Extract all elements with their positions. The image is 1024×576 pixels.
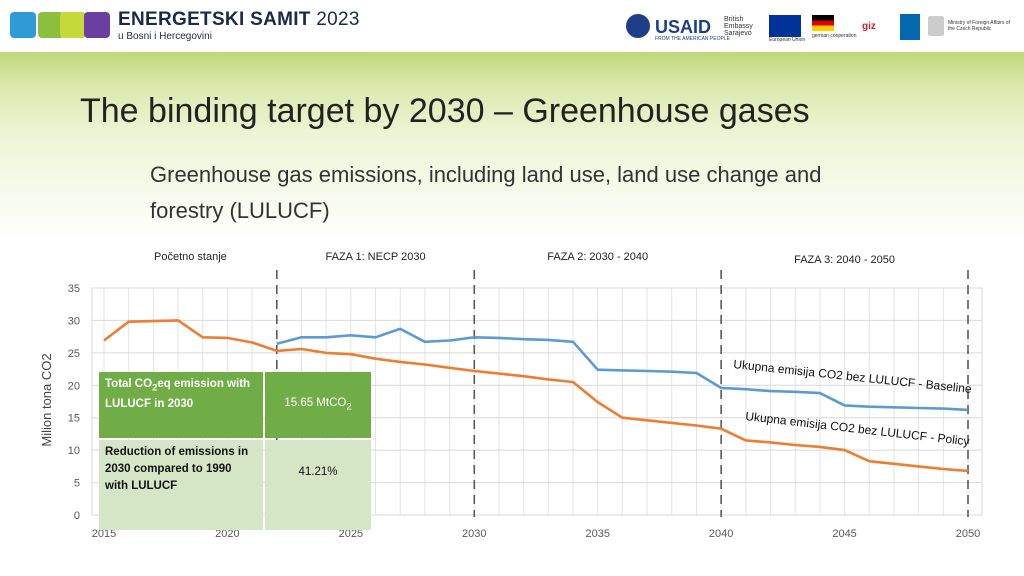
brand-subtitle: u Bosni i Hercegovini xyxy=(118,31,212,42)
series-line xyxy=(103,319,969,473)
x-tick-label: 2045 xyxy=(832,528,856,540)
series-line xyxy=(276,327,969,412)
british-embassy-logo: British Embassy Sarajevo xyxy=(724,15,753,37)
usaid-tagline: FROM THE AMERICAN PEOPLE xyxy=(655,36,730,42)
y-axis-label: Milion tona CO2 xyxy=(39,353,54,446)
logo-leaf-icon xyxy=(60,12,86,38)
phase-label: FAZA 3: 2040 - 2050 xyxy=(794,254,895,266)
brand-title: ENERGETSKI SAMIT 2023 xyxy=(118,9,360,30)
y-tick-label: 30 xyxy=(68,315,80,327)
y-tick-label: 0 xyxy=(74,510,80,522)
phase-label: Početno stanje xyxy=(154,251,227,263)
german-cooperation-label: german cooperation xyxy=(812,33,857,39)
x-tick-label: 2030 xyxy=(462,528,486,540)
y-tick-label: 25 xyxy=(68,348,80,360)
usaid-seal-icon xyxy=(626,14,650,38)
phase-labels: Početno stanje FAZA 1: NECP 2030 FAZA 2: 2… xyxy=(154,251,895,266)
undp-logo-icon xyxy=(900,14,920,40)
page-title: The binding target by 2030 – Greenhouse … xyxy=(80,92,810,130)
reduction-label: Reduction of emissions in 2030 compared … xyxy=(99,440,263,530)
phase-label: FAZA 1: NECP 2030 xyxy=(326,251,426,263)
y-tick-label: 10 xyxy=(68,445,80,457)
eu-flag-icon xyxy=(769,15,801,37)
reduction-value: 41.21% xyxy=(265,440,371,530)
x-tick-label: 2050 xyxy=(956,528,980,540)
summary-table: Total CO2eq emission with LULUCF in 2030… xyxy=(97,370,373,532)
x-tick-label: 2020 xyxy=(215,528,239,540)
czech-emblem-icon xyxy=(928,16,944,36)
total-emission-value: 15.65 MtCO2 xyxy=(265,372,371,438)
german-flag-icon xyxy=(812,15,834,31)
total-emission-label: Total CO2eq emission with LULUCF in 2030 xyxy=(99,372,263,438)
eu-label: European Union xyxy=(769,37,806,43)
logo-people-icon xyxy=(10,12,36,38)
giz-logo: giz xyxy=(862,20,876,32)
y-tick-label: 20 xyxy=(68,380,80,392)
x-tick-label: 2035 xyxy=(585,528,609,540)
header-bar: ENERGETSKI SAMIT 2023 u Bosni i Hercegov… xyxy=(0,0,1024,52)
y-tick-label: 15 xyxy=(68,413,80,425)
x-tick-label: 2025 xyxy=(339,528,363,540)
logo-bulb-icon xyxy=(38,12,64,38)
logo-shield-icon xyxy=(84,12,110,38)
decorative-green-band xyxy=(0,52,1024,242)
y-tick-label: 5 xyxy=(74,478,80,490)
usaid-logo: USAID xyxy=(655,17,712,37)
phase-label: FAZA 2: 2030 - 2040 xyxy=(547,251,648,263)
y-tick-label: 35 xyxy=(68,283,80,295)
czech-ministry-label: Ministry of Foreign Affairs of the Czech… xyxy=(948,20,1010,32)
slide-subtitle: Greenhouse gas emissions, including land… xyxy=(150,162,822,223)
x-tick-label: 2040 xyxy=(709,528,733,540)
series-layer xyxy=(103,319,969,473)
x-tick-label: 2015 xyxy=(92,528,116,540)
table-row: Reduction of emissions in 2030 compared … xyxy=(99,440,371,530)
table-row: Total CO2eq emission with LULUCF in 2030… xyxy=(99,372,371,438)
